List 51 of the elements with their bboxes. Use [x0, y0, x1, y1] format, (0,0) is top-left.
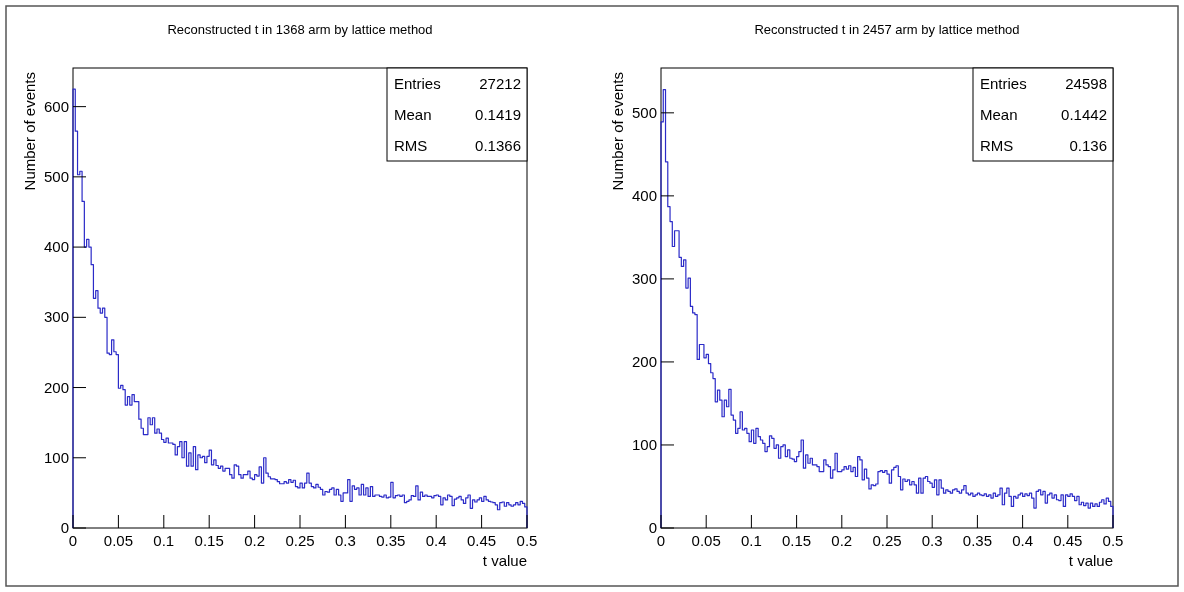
annotation: 0.1419 — [475, 106, 521, 123]
annotation: Mean — [980, 106, 1018, 123]
annotation: RMS — [394, 137, 428, 154]
x-tick-label: 0.3 — [921, 532, 943, 549]
chart-title: Reconstructed t in 2457 arm by lattice method — [754, 22, 1020, 37]
x-tick-label: 0.35 — [962, 532, 992, 549]
x-tick-label: 0.45 — [1053, 532, 1083, 549]
x-tick-label: 0.25 — [285, 532, 315, 549]
annotation: 27212 — [479, 75, 521, 92]
x-tick-label: 0.05 — [691, 532, 721, 549]
y-tick-label: 300 — [43, 308, 69, 326]
x-tick-label: 0.5 — [1102, 532, 1124, 549]
annotation: 0.1442 — [1061, 106, 1107, 123]
annotation: Entries — [394, 75, 441, 92]
chart-title: Reconstructed t in 1368 arm by lattice method — [167, 22, 433, 37]
y-axis-title: Number of events — [609, 72, 626, 191]
x-tick-label: 0.15 — [782, 532, 812, 549]
y-tick-label: 400 — [631, 186, 657, 204]
y-tick-label: 100 — [631, 435, 657, 453]
x-tick-label: 0.25 — [872, 532, 902, 549]
annotation: 0.1366 — [475, 137, 521, 154]
y-tick-label: 0 — [648, 519, 657, 536]
annotation: 0.136 — [1069, 137, 1107, 154]
x-tick-label: 0.15 — [194, 532, 224, 549]
x-tick-label: 0.2 — [831, 532, 853, 549]
y-tick-label: 500 — [631, 103, 657, 121]
y-tick-label: 400 — [43, 238, 69, 256]
x-axis-title: t value — [1068, 552, 1113, 569]
y-tick-label: 200 — [631, 352, 657, 370]
y-tick-label: 600 — [43, 97, 69, 115]
x-axis-title: t value — [482, 552, 527, 569]
x-tick-label: 0.1 — [153, 532, 175, 549]
annotation: Entries — [980, 75, 1027, 92]
y-tick-label: 300 — [631, 269, 657, 287]
annotation: Mean — [394, 106, 432, 123]
x-tick-label: 0.05 — [103, 532, 133, 549]
x-tick-label: 0.3 — [334, 532, 356, 549]
y-tick-label: 500 — [43, 167, 69, 185]
x-tick-label: 0.2 — [244, 532, 266, 549]
annotation: RMS — [980, 137, 1014, 154]
x-tick-label: 0.35 — [376, 532, 406, 549]
x-tick-label: 0.1 — [740, 532, 762, 549]
y-tick-label: 200 — [43, 378, 69, 396]
y-tick-label: 0 — [60, 519, 69, 536]
x-tick-label: 0.4 — [425, 532, 447, 549]
y-axis-title: Number of events — [21, 72, 38, 191]
x-tick-label: 0.45 — [467, 532, 497, 549]
x-tick-label: 0.4 — [1012, 532, 1034, 549]
x-tick-label: 0.5 — [516, 532, 538, 549]
y-tick-label: 100 — [43, 448, 69, 466]
annotation: 24598 — [1065, 75, 1107, 92]
